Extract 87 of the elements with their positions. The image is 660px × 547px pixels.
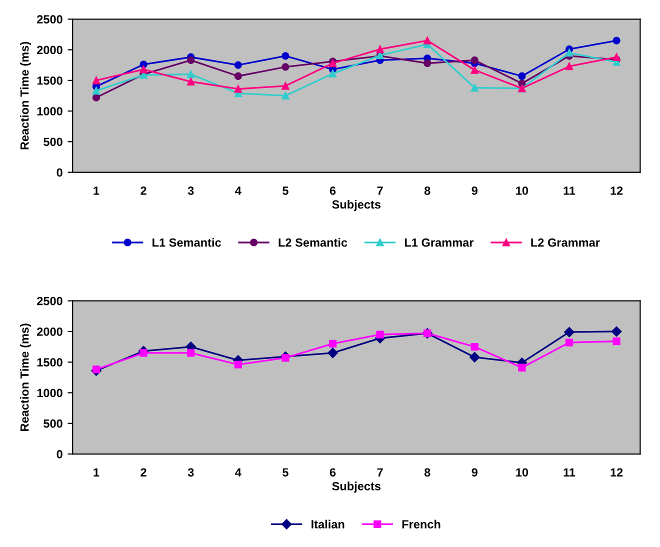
point bbox=[92, 87, 100, 95]
x-tick-label: 10 bbox=[516, 186, 528, 195]
point bbox=[234, 61, 242, 69]
y-tick-label: 500 bbox=[44, 138, 62, 146]
point bbox=[612, 36, 620, 44]
point bbox=[187, 78, 195, 86]
x-tick-label: 6 bbox=[330, 468, 336, 477]
y-tick-label: 2000 bbox=[37, 46, 62, 54]
x-tick-label: 12 bbox=[610, 186, 623, 195]
x-tick-label: 3 bbox=[188, 186, 194, 195]
point bbox=[140, 66, 148, 74]
point bbox=[328, 348, 338, 358]
x-tick-label: 8 bbox=[424, 186, 430, 195]
point bbox=[564, 326, 574, 338]
legend-label: Italian bbox=[312, 520, 344, 528]
point bbox=[282, 82, 290, 90]
y-tick-label: 1500 bbox=[37, 358, 62, 367]
point bbox=[470, 352, 480, 362]
point bbox=[470, 84, 478, 92]
x-tick-label: 2 bbox=[140, 186, 146, 195]
legend-label: L2 Semantic bbox=[278, 238, 348, 247]
x-tick-label: 8 bbox=[424, 468, 430, 477]
point bbox=[187, 349, 195, 357]
x-tick-label: 7 bbox=[377, 186, 383, 195]
point bbox=[187, 70, 195, 78]
x-tick-label: 3 bbox=[188, 468, 194, 477]
x-tick-label: 5 bbox=[282, 186, 288, 195]
point bbox=[565, 338, 574, 346]
y-tick-label: 500 bbox=[44, 419, 62, 428]
point bbox=[282, 354, 290, 362]
x-tick-label: 1 bbox=[94, 186, 100, 195]
y-axis-title: Reaction Time (ms) bbox=[20, 324, 32, 431]
point bbox=[92, 366, 100, 374]
x-tick-label: 2 bbox=[140, 468, 146, 476]
point bbox=[612, 337, 620, 346]
x-tick-label: 12 bbox=[610, 468, 623, 476]
y-tick-label: 1000 bbox=[37, 388, 62, 398]
point bbox=[140, 349, 148, 357]
point bbox=[565, 49, 574, 57]
legend-label: L1 Semantic bbox=[152, 238, 221, 247]
point bbox=[92, 76, 100, 84]
legend-label: French bbox=[402, 520, 440, 528]
x-tick-label: 11 bbox=[564, 468, 576, 476]
point bbox=[234, 360, 242, 368]
legend-label: L2 Grammar bbox=[531, 238, 600, 247]
point bbox=[234, 85, 242, 93]
y-tick-label: 0 bbox=[56, 168, 62, 177]
x-tick-label: 9 bbox=[472, 186, 478, 195]
point bbox=[424, 36, 432, 44]
point bbox=[470, 66, 478, 74]
point bbox=[612, 53, 620, 61]
x-tick-label: 6 bbox=[330, 186, 336, 195]
point bbox=[565, 62, 574, 70]
x-tick-label: 4 bbox=[235, 186, 242, 195]
x-axis-title: Subjects bbox=[332, 482, 381, 493]
point bbox=[282, 52, 290, 60]
y-axis-title: Reaction Time (ms) bbox=[20, 42, 32, 150]
x-tick-label: 4 bbox=[235, 468, 242, 476]
point bbox=[518, 364, 526, 372]
x-axis-title: Subjects bbox=[332, 200, 381, 211]
point bbox=[282, 92, 290, 100]
y-tick-label: 2500 bbox=[37, 296, 62, 306]
legend-label: L1 Grammar bbox=[404, 238, 474, 247]
point bbox=[470, 56, 478, 64]
point bbox=[376, 45, 384, 53]
y-tick-label: 0 bbox=[56, 450, 62, 458]
point bbox=[518, 72, 526, 80]
point bbox=[328, 340, 337, 348]
x-tick-label: 10 bbox=[516, 468, 528, 477]
point bbox=[282, 63, 290, 71]
point bbox=[234, 72, 242, 80]
x-tick-label: 9 bbox=[472, 468, 478, 477]
y-tick-label: 2000 bbox=[37, 328, 62, 336]
x-tick-label: 1 bbox=[94, 468, 100, 476]
point bbox=[376, 330, 384, 338]
point bbox=[611, 326, 622, 337]
y-tick-label: 1500 bbox=[37, 76, 62, 85]
x-tick-label: 11 bbox=[564, 186, 576, 195]
y-tick-label: 1000 bbox=[37, 107, 62, 116]
point bbox=[187, 56, 195, 64]
point bbox=[328, 70, 337, 78]
x-tick-label: 5 bbox=[282, 468, 288, 477]
x-tick-label: 7 bbox=[377, 468, 383, 476]
y-tick-label: 2500 bbox=[37, 15, 62, 24]
point bbox=[424, 59, 432, 68]
point bbox=[92, 94, 100, 102]
point bbox=[470, 342, 478, 351]
